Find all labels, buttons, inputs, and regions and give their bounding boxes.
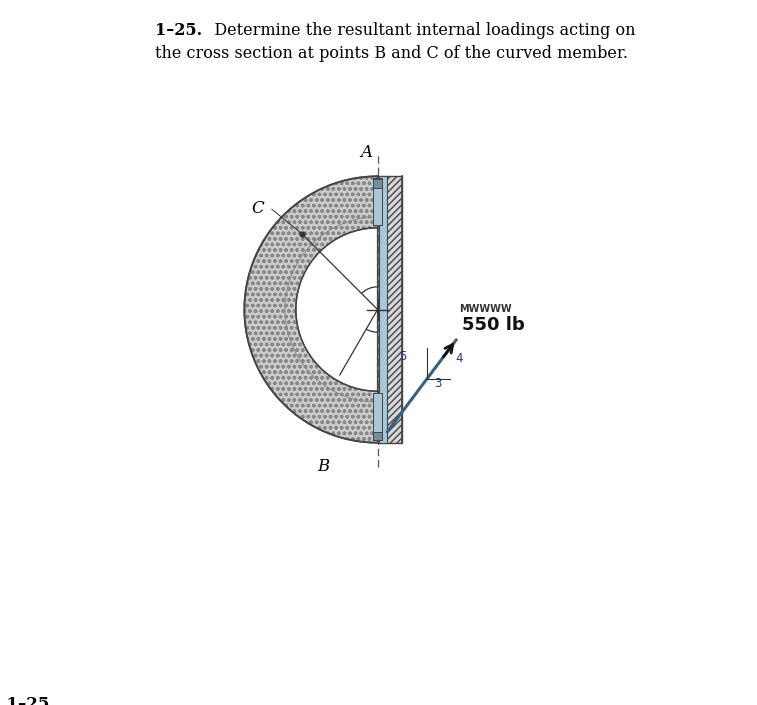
Text: Prob. 1–25: Prob. 1–25 <box>0 697 50 705</box>
Text: 1–25.: 1–25. <box>155 22 203 39</box>
Bar <box>373 431 382 440</box>
Text: C: C <box>251 200 264 216</box>
Text: 30°: 30° <box>382 349 403 362</box>
Wedge shape <box>296 228 378 391</box>
Text: MWWWW: MWWWW <box>459 305 512 314</box>
Bar <box>373 179 382 188</box>
Wedge shape <box>245 176 378 443</box>
Bar <box>378 176 402 443</box>
Text: 45°: 45° <box>382 265 403 278</box>
Bar <box>373 178 382 225</box>
Bar <box>378 176 387 443</box>
Text: 3: 3 <box>435 377 442 390</box>
Bar <box>373 393 382 440</box>
Text: 550 lb: 550 lb <box>463 316 525 333</box>
Text: 5: 5 <box>399 350 407 363</box>
Text: the cross section at points B and C of the curved member.: the cross section at points B and C of t… <box>155 45 628 62</box>
Text: A: A <box>360 145 372 161</box>
Text: B: B <box>317 458 329 474</box>
Text: 2 ft: 2 ft <box>341 269 363 282</box>
Text: Determine the resultant internal loadings acting on: Determine the resultant internal loading… <box>199 22 636 39</box>
Wedge shape <box>245 176 378 443</box>
Text: 4: 4 <box>456 352 463 364</box>
